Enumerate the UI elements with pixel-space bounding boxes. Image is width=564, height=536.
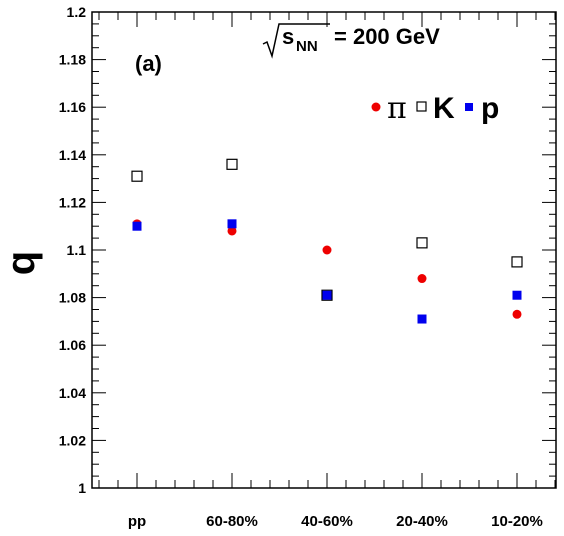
x-category-label: 10-20%	[491, 513, 543, 530]
x-category-label: 60-80%	[206, 513, 258, 530]
pion-data-point	[322, 245, 332, 255]
energy-variable: s	[282, 24, 294, 49]
data-marks	[131, 158, 523, 324]
legend-marker-kaon	[416, 101, 427, 112]
legend-marker-proton	[465, 103, 473, 111]
sqrt-symbol	[262, 23, 330, 59]
proton-data-point	[417, 314, 427, 324]
kaon-data-point	[226, 158, 238, 170]
axis-ticks-group	[92, 11, 556, 489]
y-tick-label: 1.18	[59, 52, 86, 68]
y-tick-label: 1.02	[59, 432, 86, 448]
y-tick-label: 1.1	[67, 242, 87, 258]
kaon-data-point	[321, 289, 333, 301]
kaon-data-point	[131, 170, 143, 182]
pion-data-point	[512, 309, 522, 319]
kaon-data-point	[416, 237, 428, 249]
x-category-labels: pp 60-80% 40-60% 20-40% 10-20%	[128, 513, 543, 530]
energy-label: s NN = 200 GeV	[262, 23, 440, 59]
legend-label-kaon: K	[433, 92, 455, 125]
pion-data-point	[417, 274, 427, 284]
x-category-label: pp	[128, 513, 146, 530]
y-tick-label: 1.14	[59, 147, 86, 163]
energy-subscript: NN	[296, 38, 318, 55]
proton-data-point	[322, 290, 332, 300]
x-category-label: 20-40%	[396, 513, 448, 530]
y-tick-label: 1.16	[59, 99, 86, 115]
kaon-data-point	[511, 256, 523, 268]
pion-data-point	[227, 226, 237, 236]
legend-marker-pion	[371, 102, 381, 112]
panel-label: (a)	[135, 51, 162, 76]
legend-label-proton: p	[481, 92, 499, 125]
y-axis-label: q	[0, 251, 43, 275]
energy-value: = 200 GeV	[334, 24, 440, 49]
y-tick-labels: 1 1.02 1.04 1.06 1.08 1.1 1.12 1.14 1.16 1.18 1.2	[59, 4, 86, 496]
y-tick-label: 1.08	[59, 290, 86, 306]
y-tick-label: 1.2	[67, 4, 87, 20]
y-tick-label: 1.06	[59, 337, 86, 353]
proton-data-point	[512, 290, 522, 300]
legend-label-pion: π	[387, 91, 407, 126]
y-tick-label: 1.04	[59, 385, 86, 401]
legend: π K p	[371, 91, 499, 126]
x-category-label: 40-60%	[301, 513, 353, 530]
y-tick-label: 1	[78, 480, 86, 496]
proton-data-point	[132, 221, 142, 231]
proton-data-point	[227, 219, 237, 229]
y-tick-label: 1.12	[59, 194, 86, 210]
